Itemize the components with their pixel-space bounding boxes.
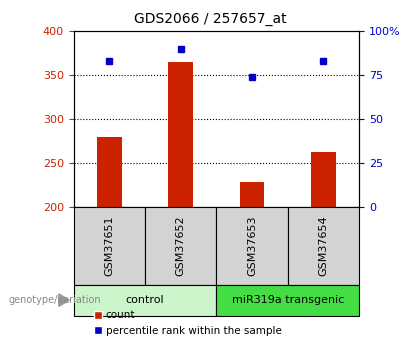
Bar bbox=[311, 152, 336, 207]
Text: GSM37653: GSM37653 bbox=[247, 216, 257, 276]
Text: genotype/variation: genotype/variation bbox=[8, 295, 101, 305]
Bar bbox=[216, 285, 359, 316]
Text: GSM37654: GSM37654 bbox=[318, 216, 328, 276]
Bar bbox=[74, 207, 145, 285]
Bar bbox=[97, 137, 122, 207]
Bar bbox=[168, 62, 193, 207]
Text: GDS2066 / 257657_at: GDS2066 / 257657_at bbox=[134, 12, 286, 26]
Text: control: control bbox=[126, 295, 164, 305]
Legend: count, percentile rank within the sample: count, percentile rank within the sample bbox=[89, 306, 286, 340]
Bar bbox=[239, 183, 265, 207]
Text: GSM37651: GSM37651 bbox=[104, 216, 114, 276]
Bar bbox=[74, 285, 216, 316]
Polygon shape bbox=[59, 294, 69, 306]
Text: GSM37652: GSM37652 bbox=[176, 216, 186, 276]
Bar bbox=[145, 207, 216, 285]
Bar bbox=[288, 207, 359, 285]
Bar bbox=[216, 207, 288, 285]
Text: miR319a transgenic: miR319a transgenic bbox=[231, 295, 344, 305]
